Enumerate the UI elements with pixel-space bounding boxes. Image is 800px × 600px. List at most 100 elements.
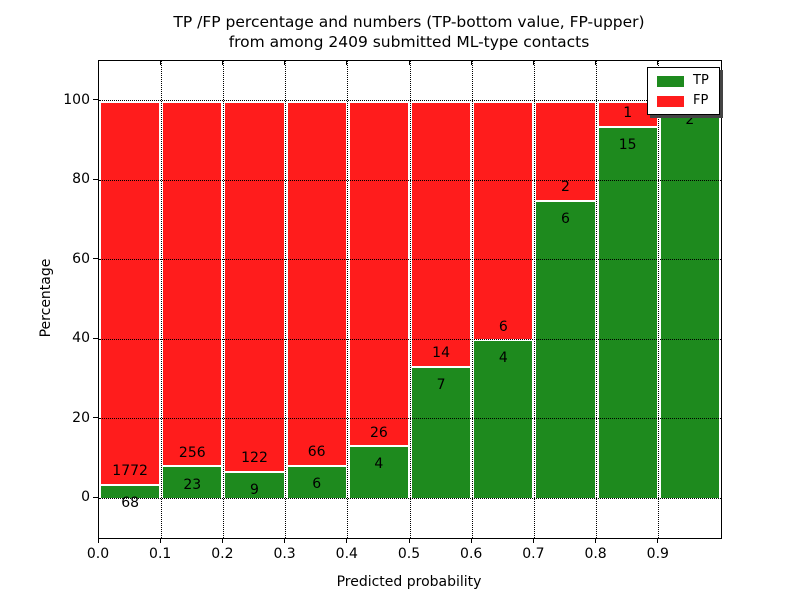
x-tick-mark-top bbox=[284, 61, 286, 65]
x-tick-label: 0.3 bbox=[273, 546, 296, 562]
x-tick-mark-bottom bbox=[159, 538, 161, 543]
fp-count-label: 66 bbox=[307, 444, 326, 461]
x-tick-mark-top bbox=[657, 61, 659, 65]
legend-label-fp: FP bbox=[693, 93, 709, 108]
x-tick-mark-top bbox=[221, 61, 223, 65]
y-tick-label: 80 bbox=[72, 171, 90, 188]
x-tick-mark-top bbox=[408, 61, 410, 65]
tp-count-label: 6 bbox=[561, 211, 570, 228]
legend-label-tp: TP bbox=[693, 73, 709, 88]
tp-bar-segment bbox=[285, 465, 348, 499]
chart-title: TP /FP percentage and numbers (TP-bottom… bbox=[98, 12, 720, 52]
vertical-gridline bbox=[160, 61, 162, 538]
vertical-gridline bbox=[409, 61, 411, 538]
y-tick-label: 100 bbox=[63, 91, 90, 108]
plot-area: TP FP 177268256231229666264147642611502 bbox=[98, 60, 722, 539]
x-tick-label: 0.8 bbox=[584, 546, 607, 562]
legend-entry-tp: TP bbox=[657, 74, 709, 88]
y-axis-label: Percentage bbox=[38, 258, 54, 338]
tp-count-label: 6 bbox=[312, 476, 322, 493]
fp-count-label: 1 bbox=[623, 104, 633, 121]
fp-count-label: 1772 bbox=[112, 462, 148, 479]
x-tick-mark-bottom bbox=[97, 538, 99, 543]
x-tick-mark-bottom bbox=[284, 538, 286, 543]
tp-count-label: 68 bbox=[121, 494, 140, 511]
tp-bar-segment bbox=[658, 100, 721, 499]
tp-bar-segment bbox=[161, 465, 224, 499]
fp-bar-segment bbox=[223, 100, 286, 471]
tp-count-label: 2 bbox=[685, 111, 695, 128]
legend-swatch-tp-icon bbox=[657, 75, 684, 87]
fp-count-label: 2 bbox=[561, 179, 570, 196]
chart-title-line1: TP /FP percentage and numbers (TP-bottom… bbox=[173, 13, 645, 31]
x-axis-label: Predicted probability bbox=[336, 574, 482, 590]
fp-count-label: 256 bbox=[178, 444, 206, 461]
fp-bar-segment bbox=[161, 100, 224, 466]
x-tick-label: 0.1 bbox=[149, 546, 172, 562]
x-tick-label: 0.2 bbox=[211, 546, 234, 562]
vertical-gridline bbox=[347, 61, 349, 538]
y-tick-label: 0 bbox=[81, 489, 90, 506]
y-tick-label: 40 bbox=[72, 330, 90, 347]
fp-count-label: 122 bbox=[241, 450, 268, 467]
x-tick-label: 0.6 bbox=[460, 546, 483, 562]
y-tick-mark bbox=[93, 417, 98, 419]
x-tick-mark-bottom bbox=[595, 538, 597, 543]
x-tick-mark-top bbox=[159, 61, 161, 65]
tp-count-label: 23 bbox=[183, 476, 202, 493]
tp-count-label: 15 bbox=[618, 136, 637, 153]
legend: TP FP bbox=[647, 67, 720, 115]
tp-bar-segment bbox=[347, 445, 410, 499]
fp-bar-segment bbox=[347, 100, 410, 446]
fp-bar-segment bbox=[285, 100, 348, 466]
x-tick-mark-bottom bbox=[657, 538, 659, 543]
fp-bar-segment bbox=[534, 100, 597, 201]
x-tick-label: 0.4 bbox=[335, 546, 358, 562]
legend-swatch-fp-icon bbox=[657, 95, 684, 107]
x-tick-mark-bottom bbox=[470, 538, 472, 543]
x-tick-mark-bottom bbox=[346, 538, 348, 543]
fp-bar-segment bbox=[472, 100, 535, 340]
x-tick-mark-bottom bbox=[221, 538, 223, 543]
fp-count-label: 6 bbox=[498, 318, 508, 335]
fp-count-label: 14 bbox=[432, 345, 450, 362]
x-tick-mark-top bbox=[470, 61, 472, 65]
y-tick-mark bbox=[93, 496, 98, 498]
legend-entry-fp: FP bbox=[657, 94, 709, 108]
y-tick-label: 20 bbox=[72, 409, 90, 426]
y-tick-label: 60 bbox=[72, 250, 90, 267]
y-tick-mark bbox=[93, 337, 98, 339]
x-tick-label: 0.0 bbox=[86, 546, 110, 562]
tp-count-label: 9 bbox=[250, 482, 259, 499]
fp-bar-segment bbox=[99, 100, 162, 484]
tp-bar-segment bbox=[410, 365, 473, 499]
tp-bar-segment bbox=[534, 200, 597, 499]
x-tick-mark-top bbox=[532, 61, 534, 65]
x-tick-label: 0.5 bbox=[397, 546, 421, 562]
fp-count-label: 26 bbox=[369, 424, 388, 441]
tp-count-label: 4 bbox=[374, 456, 384, 473]
x-tick-mark-bottom bbox=[408, 538, 410, 543]
vertical-gridline bbox=[658, 61, 660, 538]
y-tick-mark bbox=[93, 258, 98, 260]
y-tick-mark bbox=[93, 99, 98, 101]
tp-count-label: 4 bbox=[498, 350, 508, 367]
x-tick-mark-top bbox=[346, 61, 348, 65]
vertical-gridline bbox=[222, 61, 224, 538]
x-tick-mark-bottom bbox=[532, 538, 534, 543]
fp-bar-segment bbox=[410, 100, 473, 366]
vertical-gridline bbox=[596, 61, 598, 538]
y-tick-mark bbox=[93, 178, 98, 180]
x-tick-mark-top bbox=[595, 61, 597, 65]
tp-count-label: 7 bbox=[436, 376, 446, 393]
tp-bar-segment bbox=[223, 470, 286, 499]
vertical-gridline bbox=[471, 61, 473, 538]
vertical-gridline bbox=[533, 61, 535, 538]
chart-title-line2: from among 2409 submitted ML-type contac… bbox=[228, 33, 590, 51]
tp-bar-segment bbox=[596, 125, 659, 499]
x-tick-label: 0.9 bbox=[646, 546, 669, 562]
tp-bar-segment bbox=[99, 483, 162, 499]
x-tick-label: 0.7 bbox=[522, 546, 545, 562]
vertical-gridline bbox=[285, 61, 287, 538]
